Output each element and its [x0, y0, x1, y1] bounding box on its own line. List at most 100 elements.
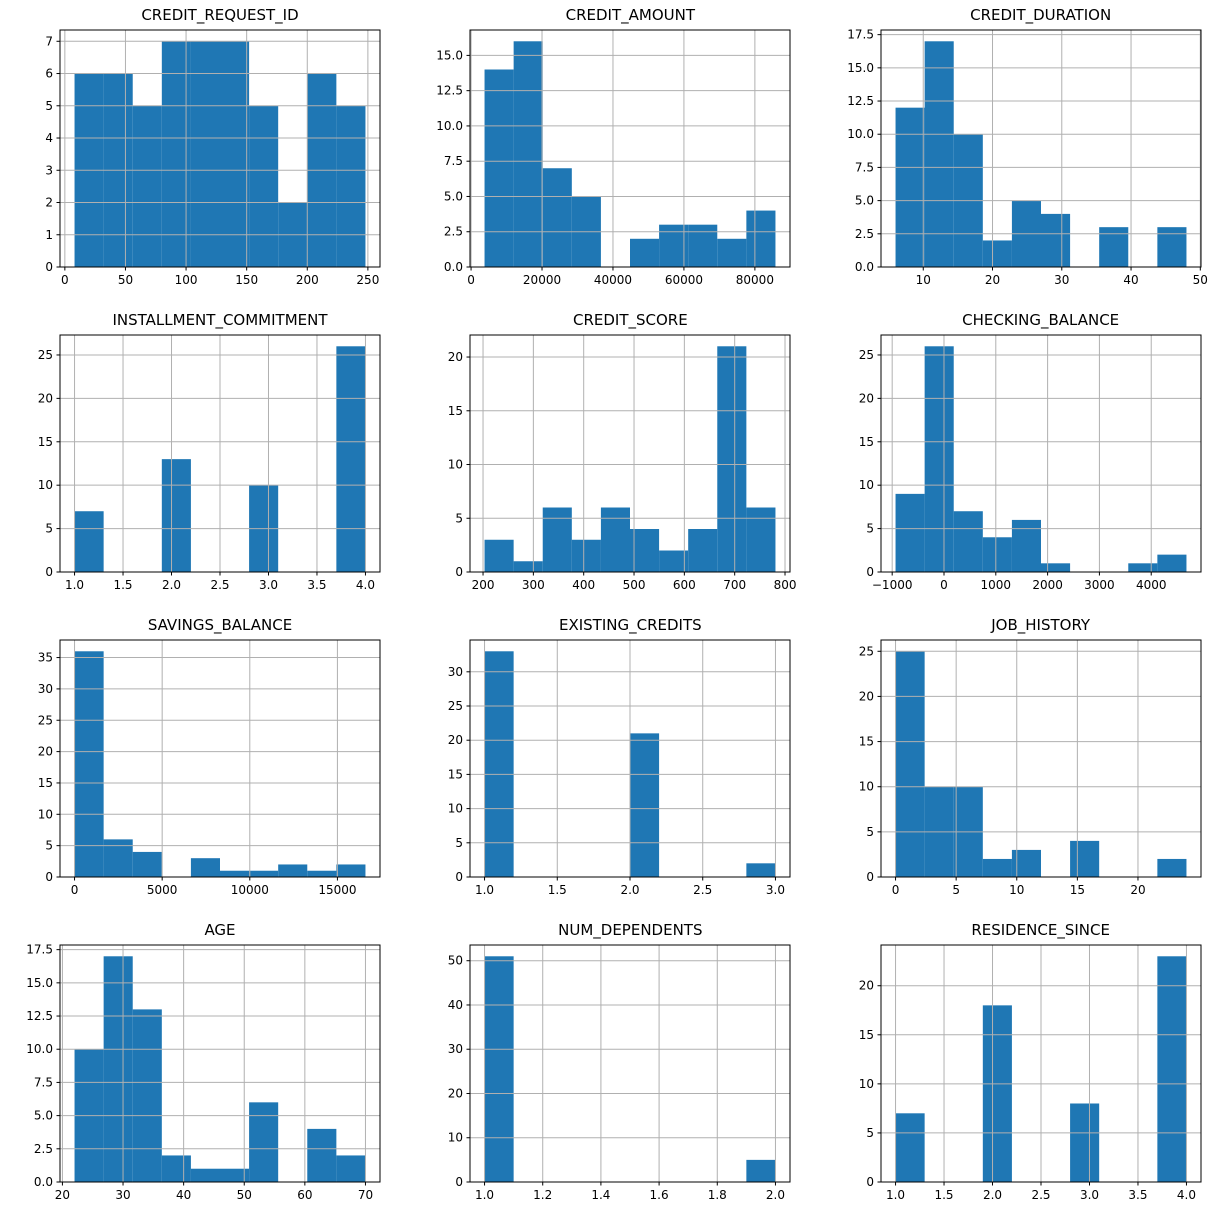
svg-text:15: 15: [858, 435, 873, 449]
svg-text:15: 15: [448, 767, 463, 781]
plot-canvas: 1.0 1.2 1.4 1.6 1.8 2.0 0 10 20 30 40 50: [448, 944, 791, 1202]
svg-text:30: 30: [1054, 273, 1069, 287]
svg-text:1.0: 1.0: [886, 1188, 905, 1202]
svg-text:500: 500: [623, 578, 646, 592]
svg-text:3.5: 3.5: [307, 578, 326, 592]
svg-text:5000: 5000: [147, 883, 178, 897]
plot-canvas: 10 20 30 40 50 0.0 2.5 5.0 7.5 10.0 12.5 15.0 17.5: [847, 28, 1208, 287]
svg-text:25: 25: [38, 348, 53, 362]
svg-text:40: 40: [176, 1188, 191, 1202]
svg-text:7: 7: [45, 34, 53, 48]
svg-text:5: 5: [866, 825, 874, 839]
svg-text:7.5: 7.5: [855, 160, 874, 174]
svg-text:20: 20: [858, 689, 873, 703]
svg-text:3: 3: [45, 163, 53, 177]
svg-text:2.5: 2.5: [210, 578, 229, 592]
svg-text:1000: 1000: [980, 578, 1011, 592]
plot-title: CREDIT_SCORE: [572, 311, 688, 329]
svg-text:70: 70: [358, 1188, 373, 1202]
svg-text:20: 20: [985, 273, 1000, 287]
svg-text:50: 50: [448, 954, 463, 968]
svg-text:0: 0: [866, 565, 874, 579]
svg-text:200: 200: [296, 273, 319, 287]
histogram-age: AGE 20 30 40 50 60 70 0.0 2.5 5.0 7.5 10.0 12.5 15.0…: [0, 915, 410, 1220]
svg-text:20: 20: [448, 350, 463, 364]
histogram-checking-balance: CHECKING_BALANCE −1000 0 1000 2000 3000 4000 0…: [821, 305, 1231, 610]
histogram-job-history: JOB_HISTORY 0 5 10 15 20 0 5 10 15 20 25: [821, 610, 1231, 915]
svg-text:40: 40: [448, 998, 463, 1012]
svg-text:10: 10: [38, 807, 53, 821]
histogram-credit-request-id: CREDIT_REQUEST_ID 0 50 100 150 200 250 0 1 2 3 4 5 6…: [0, 0, 410, 305]
plot-canvas: 200 300 400 500 600 700 800 0 5 10 15 20: [448, 334, 797, 592]
svg-text:20: 20: [448, 1086, 463, 1100]
svg-text:10.0: 10.0: [26, 1042, 53, 1056]
svg-text:0: 0: [61, 273, 69, 287]
svg-text:0: 0: [45, 870, 53, 884]
svg-text:10: 10: [858, 780, 873, 794]
plot-canvas: 0 5 10 15 20 0 5 10 15 20 25: [858, 639, 1202, 897]
plot-title: SAVINGS_BALANCE: [147, 616, 293, 634]
svg-text:15.0: 15.0: [847, 61, 874, 75]
plot-canvas: 1.0 1.5 2.0 2.5 3.0 3.5 4.0 0 5 10 15 20 25: [38, 334, 381, 592]
svg-text:20000: 20000: [523, 273, 561, 287]
svg-text:2.5: 2.5: [444, 225, 463, 239]
svg-text:20: 20: [38, 391, 53, 405]
svg-text:250: 250: [356, 273, 379, 287]
svg-text:20: 20: [55, 1188, 70, 1202]
svg-text:10: 10: [448, 1131, 463, 1145]
plot-canvas: 1.0 1.5 2.0 2.5 3.0 0 5 10 15 20 25 30: [448, 639, 791, 897]
svg-text:1.0: 1.0: [475, 883, 494, 897]
svg-text:2: 2: [45, 196, 53, 210]
svg-text:0.0: 0.0: [34, 1175, 53, 1189]
svg-text:15: 15: [858, 1028, 873, 1042]
svg-text:50: 50: [237, 1188, 252, 1202]
svg-text:0.0: 0.0: [855, 260, 874, 274]
svg-text:10: 10: [38, 478, 53, 492]
svg-text:0: 0: [866, 870, 874, 884]
svg-text:1.0: 1.0: [65, 578, 84, 592]
svg-text:5: 5: [45, 99, 53, 113]
svg-text:10: 10: [448, 458, 463, 472]
svg-text:2.0: 2.0: [621, 883, 640, 897]
svg-text:4: 4: [45, 131, 53, 145]
histogram-num-dependents: NUM_DEPENDENTS 1.0 1.2 1.4 1.6 1.8 2.0 0 10 20 30…: [410, 915, 820, 1220]
svg-text:10: 10: [448, 802, 463, 816]
svg-text:12.5: 12.5: [26, 1009, 53, 1023]
plot-title: AGE: [204, 921, 236, 939]
svg-text:0: 0: [891, 883, 899, 897]
svg-text:3.5: 3.5: [1128, 1188, 1147, 1202]
svg-text:15: 15: [1069, 883, 1084, 897]
histogram-installment-commitment: INSTALLMENT_COMMITMENT 1.0 1.5 2.0 2.5 3.0 3.…: [0, 305, 410, 610]
svg-text:700: 700: [724, 578, 747, 592]
svg-text:20: 20: [448, 733, 463, 747]
svg-text:0: 0: [456, 870, 464, 884]
svg-text:3.0: 3.0: [1080, 1188, 1099, 1202]
svg-text:1: 1: [45, 228, 53, 242]
svg-text:5: 5: [45, 522, 53, 536]
plot-canvas: 0 5000 10000 15000 0 5 10 15 20 25 30 35: [38, 639, 381, 897]
svg-text:6: 6: [45, 67, 53, 81]
svg-text:2.0: 2.0: [983, 1188, 1002, 1202]
svg-text:10: 10: [915, 273, 930, 287]
svg-text:0: 0: [468, 273, 476, 287]
plot-title: NUM_DEPENDENTS: [558, 921, 703, 939]
svg-text:15.0: 15.0: [437, 48, 464, 62]
svg-text:0: 0: [45, 565, 53, 579]
svg-text:4.0: 4.0: [356, 578, 375, 592]
svg-text:15: 15: [38, 435, 53, 449]
svg-text:30: 30: [115, 1188, 130, 1202]
plot-title: CREDIT_DURATION: [970, 6, 1112, 24]
svg-text:12.5: 12.5: [437, 84, 464, 98]
svg-text:7.5: 7.5: [34, 1075, 53, 1089]
plot-canvas: 0 50 100 150 200 250 0 1 2 3 4 5 6 7: [45, 29, 381, 287]
plot-title: CREDIT_REQUEST_ID: [141, 6, 299, 24]
histogram-credit-duration: CREDIT_DURATION 10 20 30 40 50 0.0 2.5 5.0 7.5 10…: [821, 0, 1231, 305]
plot-canvas: 20 30 40 50 60 70 0.0 2.5 5.0 7.5 10.0 12.5 15.0 17.5: [26, 943, 381, 1202]
svg-text:10.0: 10.0: [847, 127, 874, 141]
svg-text:1.5: 1.5: [934, 1188, 953, 1202]
svg-text:4000: 4000: [1136, 578, 1167, 592]
svg-text:15: 15: [858, 735, 873, 749]
svg-text:10: 10: [1009, 883, 1024, 897]
